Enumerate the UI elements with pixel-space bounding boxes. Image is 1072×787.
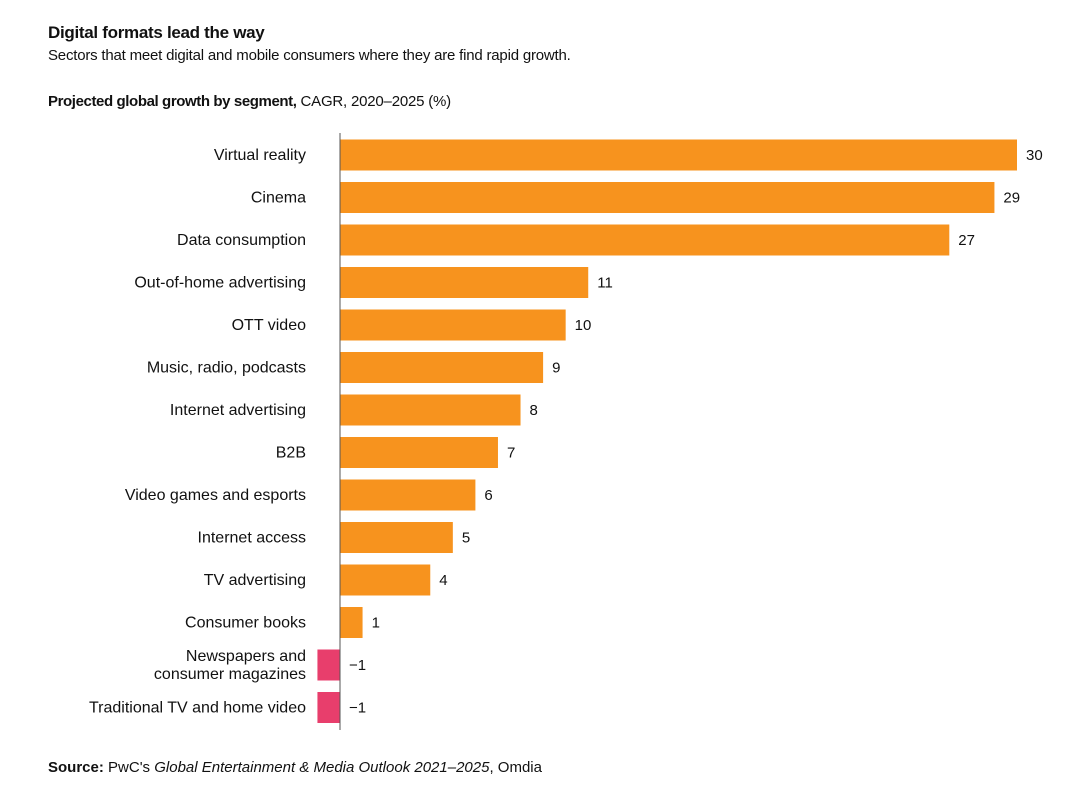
value-label: 7 xyxy=(507,445,515,462)
chart-heading-bold: Projected global growth by segment, xyxy=(48,93,297,110)
value-label: 27 xyxy=(958,232,975,249)
bar xyxy=(340,139,1017,171)
category-label: Virtual reality xyxy=(214,147,306,164)
value-label: 4 xyxy=(439,572,447,589)
value-label: −1 xyxy=(349,657,366,674)
category-label: Consumer books xyxy=(185,615,306,632)
category-label: Internet advertising xyxy=(170,402,306,419)
bar xyxy=(340,437,498,468)
source-note: Source: PwC's Global Entertainment & Med… xyxy=(48,759,542,776)
source-suffix: , Omdia xyxy=(489,759,542,776)
value-label: 29 xyxy=(1003,190,1020,207)
value-label: 1 xyxy=(372,615,380,632)
bar xyxy=(340,309,566,341)
category-label: Newspapers and consumer magazines xyxy=(154,648,306,683)
category-label: Out-of-home advertising xyxy=(134,275,306,292)
category-label: B2B xyxy=(276,445,306,462)
value-label: −1 xyxy=(349,700,366,717)
bar xyxy=(340,267,589,298)
source-label: Source: xyxy=(48,759,104,776)
value-label: 11 xyxy=(597,275,613,292)
source-publication: Global Entertainment & Media Outlook 202… xyxy=(154,759,490,776)
value-label: 30 xyxy=(1026,147,1043,164)
value-label: 8 xyxy=(530,402,538,419)
category-label: Data consumption xyxy=(177,232,306,249)
bar xyxy=(340,352,544,383)
chart-title: Digital formats lead the way xyxy=(48,23,265,42)
bar xyxy=(340,224,950,256)
category-label: Internet access xyxy=(198,530,307,547)
category-label: Traditional TV and home video xyxy=(89,700,306,717)
bar xyxy=(340,479,476,511)
bar xyxy=(340,394,521,426)
bar xyxy=(340,607,363,638)
value-label: 6 xyxy=(484,487,492,504)
category-label: Cinema xyxy=(251,190,306,207)
bar xyxy=(340,522,453,553)
value-label: 10 xyxy=(575,317,592,334)
bar xyxy=(317,692,340,723)
category-label: Video games and esports xyxy=(125,487,306,504)
chart-subtitle: Sectors that meet digital and mobile con… xyxy=(48,47,571,64)
bar xyxy=(317,649,340,681)
category-label: TV advertising xyxy=(204,572,306,589)
chart-heading-rest: CAGR, 2020–2025 (%) xyxy=(296,93,452,110)
source-prefix: PwC's xyxy=(103,759,155,776)
value-label: 5 xyxy=(462,530,470,547)
bar xyxy=(340,564,431,596)
bar xyxy=(340,182,995,213)
category-label: Music, radio, podcasts xyxy=(147,360,306,377)
category-label: OTT video xyxy=(232,317,307,334)
value-label: 9 xyxy=(552,360,560,377)
chart-heading: Projected global growth by segment, CAGR… xyxy=(48,93,451,110)
